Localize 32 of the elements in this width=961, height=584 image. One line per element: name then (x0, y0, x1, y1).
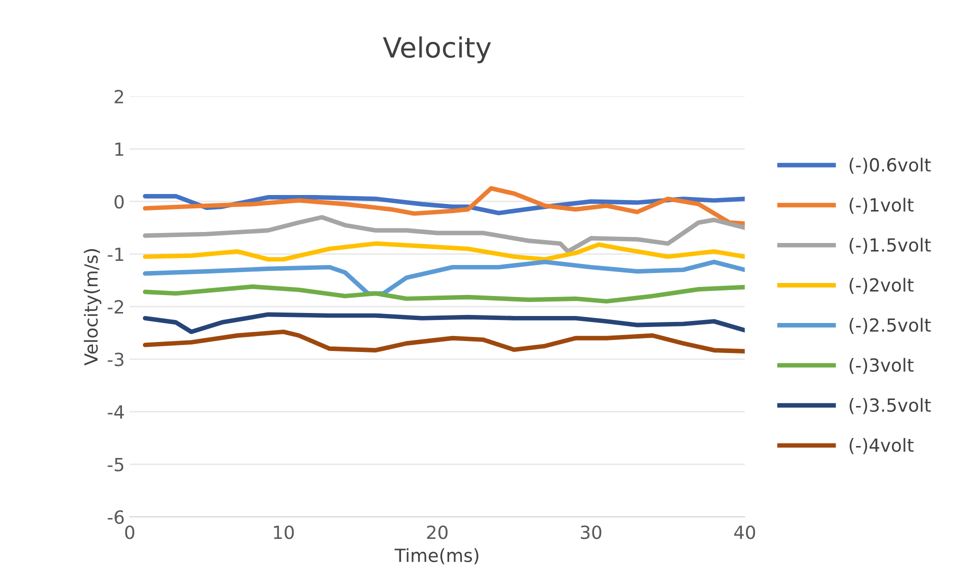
line-series (142, 186, 745, 226)
legend-label: (-)4volt (850, 438, 914, 454)
line-series (142, 284, 745, 304)
line-series (142, 241, 745, 262)
line-series (142, 330, 745, 354)
y-tick-label: -6 (108, 510, 124, 524)
legend-label: (-)0.6volt (850, 158, 931, 174)
legend-label: (-)3volt (850, 358, 914, 374)
y-tick-label: 0 (114, 194, 124, 209)
y-axis-title: Velocity(m/s) (84, 249, 102, 366)
legend-label: (-)2.5volt (850, 318, 931, 334)
legend-label: (-)3.5volt (850, 398, 931, 414)
y-tick-label: -4 (108, 405, 124, 419)
x-tick-label: 10 (274, 525, 294, 540)
line-series (142, 215, 745, 254)
y-tick-label: 1 (115, 142, 124, 156)
y-tick-label: -2 (108, 300, 124, 314)
y-tick-label: -5 (108, 458, 124, 472)
x-tick-label: 40 (734, 525, 756, 540)
x-tick-label: 0 (125, 525, 134, 540)
y-tick-label: 2 (114, 90, 124, 104)
legend-label: (-)1.5volt (850, 238, 931, 254)
chart-title: Velocity (382, 36, 491, 64)
line-series (142, 312, 745, 334)
x-axis-title: Time(ms) (394, 548, 478, 564)
legend-label: (-)1volt (850, 198, 914, 214)
x-tick-label: 20 (427, 525, 448, 540)
line-series (142, 260, 745, 296)
x-tick-label: 30 (580, 525, 602, 540)
legend-label: (-)2volt (850, 278, 914, 294)
y-tick-label: -1 (108, 248, 124, 261)
y-tick-label: -3 (108, 352, 124, 366)
